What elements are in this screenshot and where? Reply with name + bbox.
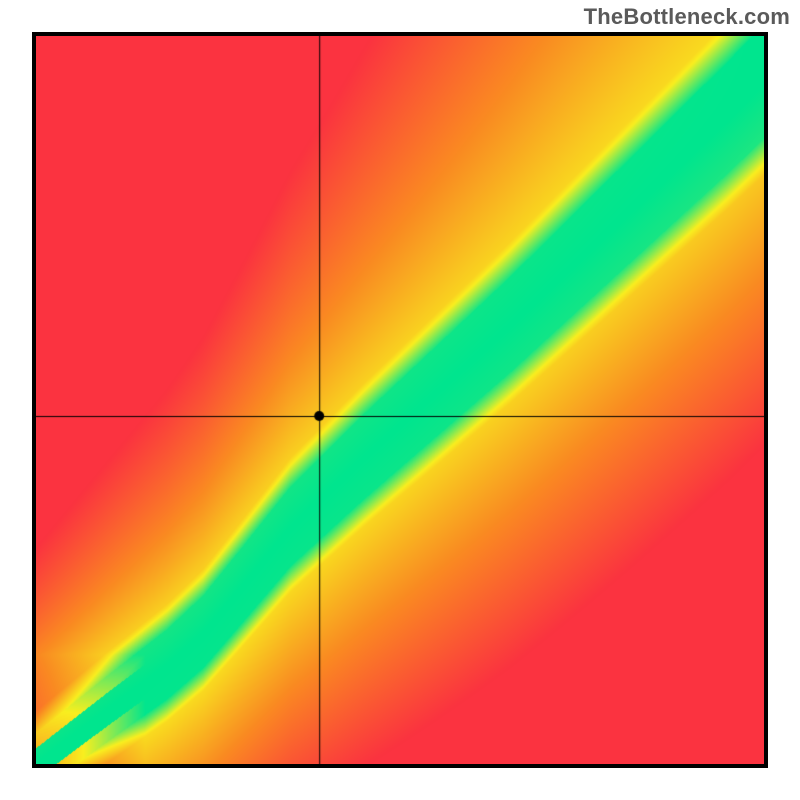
chart-container: TheBottleneck.com — [0, 0, 800, 800]
watermark-text: TheBottleneck.com — [584, 4, 790, 30]
heatmap-plot — [32, 32, 768, 768]
heatmap-canvas — [36, 36, 764, 764]
